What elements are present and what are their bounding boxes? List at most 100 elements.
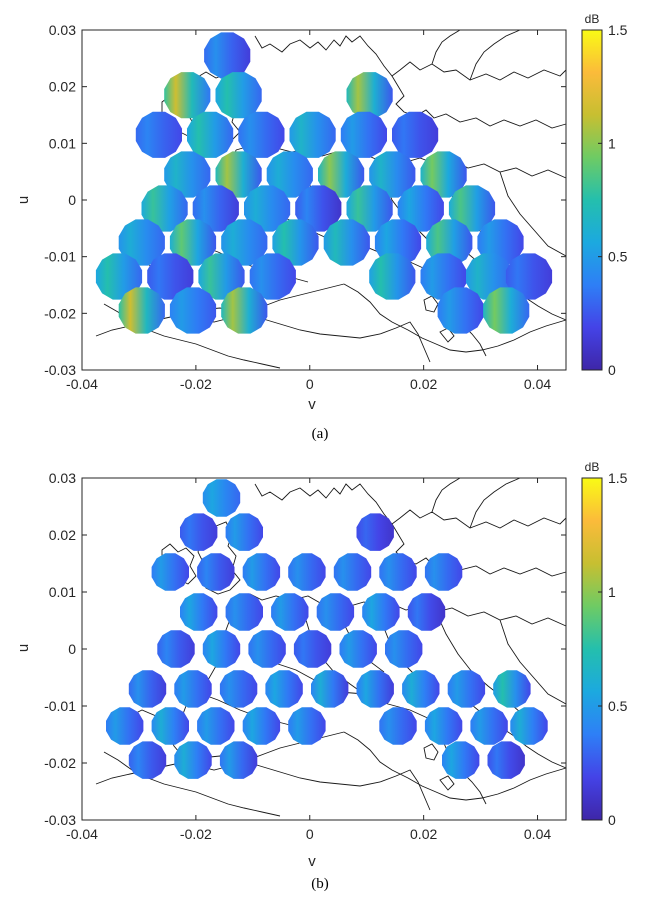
colorbar-unit-label: dB (585, 460, 600, 474)
y-tick-label: -0.02 (44, 755, 76, 771)
beam-patch (187, 111, 234, 158)
beam-patch (164, 72, 211, 119)
beam-patch (118, 287, 165, 334)
beam-patch (316, 593, 355, 631)
beam-patch (437, 287, 484, 334)
beam-patch (346, 72, 393, 119)
beam-patch (318, 151, 365, 198)
beam-patch (311, 670, 349, 708)
y-tick-label: 0.02 (49, 527, 76, 543)
beam-patch (180, 593, 218, 631)
colorbar: 1.5 1 0.5 0 (581, 470, 628, 828)
colorbar: 1.5 1 0.5 0 (581, 22, 628, 378)
beam-patch (487, 741, 525, 779)
y-tick-label: -0.02 (44, 305, 76, 321)
x-tick-label: 0 (306, 826, 314, 842)
beam-patch (271, 593, 309, 631)
beam-patch (266, 151, 313, 198)
y-tick-label: 0 (68, 641, 76, 657)
beam-patch (288, 553, 326, 591)
beam-patch (219, 741, 258, 779)
beam-patch (333, 553, 372, 591)
beam-patch (192, 185, 239, 232)
beam-patch (215, 72, 262, 119)
colorbar-tick-label: 0.5 (608, 249, 628, 265)
beam-patch (221, 287, 268, 334)
beam-patch (249, 253, 296, 300)
colorbar-tick-label: 1 (608, 135, 616, 151)
x-tick-label: -0.02 (180, 376, 212, 392)
colorbar-tick-label: 0.5 (608, 698, 628, 714)
beam-patch (323, 219, 370, 266)
y-axis-label: u (15, 644, 32, 652)
x-tick-label: 0.04 (524, 826, 551, 842)
beam-patch (295, 185, 342, 232)
beam-patch (265, 670, 303, 708)
colorbar-tick-label: 1.5 (608, 22, 628, 38)
beam-patch (369, 253, 416, 300)
beam-patch (164, 151, 211, 198)
beam-patch (225, 513, 263, 551)
beam-patch (128, 741, 167, 779)
panel-a: -0.04 -0.02 0 0.02 0.04 0.03 0.02 0.01 0 -0.01 -0.… (15, 12, 628, 442)
beam-patch (202, 479, 241, 517)
y-tick-label: -0.01 (44, 698, 76, 714)
beam-patch (424, 553, 463, 591)
beam-patches (95, 32, 553, 334)
beam-patch (493, 670, 531, 708)
beam-patch (244, 185, 291, 232)
beam-patch (180, 513, 218, 551)
colorbar-tick-label: 1.5 (608, 470, 628, 486)
colorbar-scale (581, 477, 603, 821)
y-tick-label: 0.01 (49, 135, 76, 151)
beam-patch (510, 707, 548, 745)
y-tick-label: -0.01 (44, 249, 76, 265)
beam-patch (340, 111, 387, 158)
y-tick-label: 0.01 (49, 584, 76, 600)
panel-b: -0.04 -0.02 0 0.02 0.04 0.03 0.02 0.01 0 -0.01 -0.… (15, 460, 628, 892)
colorbar-scale (581, 29, 603, 371)
beam-patch (470, 707, 508, 745)
beam-patch (356, 670, 394, 708)
colorbar-tick-label: 1 (608, 584, 616, 600)
axes: -0.04 -0.02 0 0.02 0.04 0.03 0.02 0.01 0 -0.01 -0.… (44, 470, 567, 842)
beam-patch (118, 219, 165, 266)
beam-patch (362, 593, 400, 631)
beam-patch (356, 513, 394, 551)
beam-patch (151, 707, 189, 745)
beam-patch (197, 553, 235, 591)
beam-patch (242, 553, 281, 591)
beam-patch (135, 111, 182, 158)
x-axis-label: v (308, 853, 316, 870)
beam-patch (141, 185, 188, 232)
y-tick-label: 0.03 (49, 22, 76, 38)
x-tick-label: -0.02 (180, 826, 212, 842)
y-tick-label: 0 (68, 192, 76, 208)
beam-patch (221, 219, 268, 266)
beam-patch (128, 670, 167, 708)
beam-patch (169, 287, 217, 334)
beam-patch (442, 741, 480, 779)
x-tick-label: -0.04 (66, 376, 98, 392)
beam-patch (272, 219, 319, 266)
beam-patch (106, 707, 144, 745)
beam-patch (147, 253, 194, 300)
x-tick-label: 0.02 (410, 826, 437, 842)
beam-patch (448, 185, 496, 232)
colorbar-unit-label: dB (585, 12, 600, 26)
beam-patch (447, 670, 486, 708)
colorbar-tick-label: 0 (608, 362, 616, 378)
beam-patch (288, 707, 326, 745)
beam-patch (202, 630, 241, 668)
x-axis-label: v (308, 396, 316, 413)
beam-patch (379, 553, 417, 591)
beam-patch (392, 111, 439, 158)
y-tick-label: 0.02 (49, 79, 76, 95)
beam-patch (174, 741, 212, 779)
beam-patch (420, 151, 467, 198)
beam-patch (225, 593, 263, 631)
beam-patch (169, 219, 217, 266)
beam-patch (197, 707, 235, 745)
beam-patch (242, 707, 281, 745)
